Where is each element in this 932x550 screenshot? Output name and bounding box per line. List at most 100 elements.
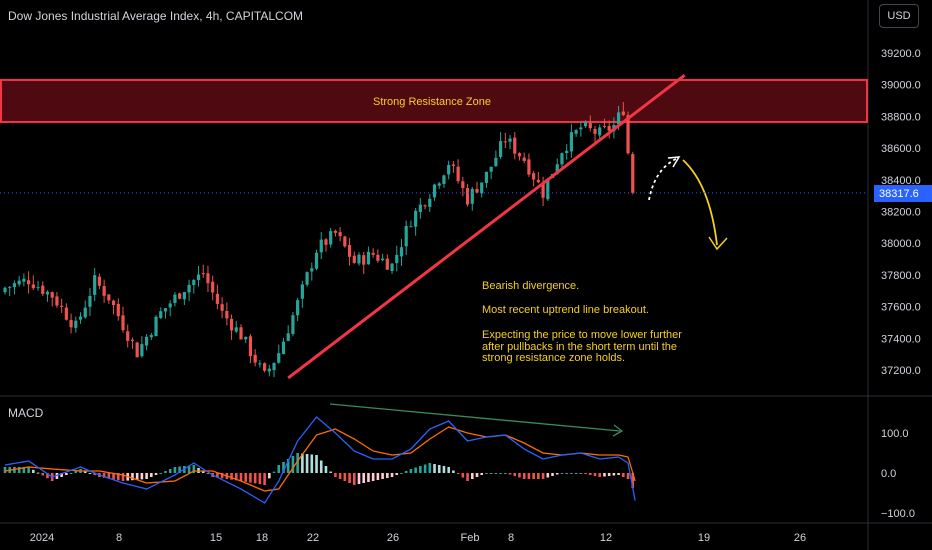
macd-histogram-bar xyxy=(187,465,191,473)
macd-histogram-bar xyxy=(423,464,427,473)
time-tick-label: 22 xyxy=(307,532,319,544)
candle-body xyxy=(305,272,309,285)
macd-tick-label: 100.0 xyxy=(881,428,909,440)
macd-histogram-bar xyxy=(41,473,45,476)
macd-histogram-bar xyxy=(485,473,488,474)
macd-histogram-bar xyxy=(116,473,120,481)
macd-histogram-bar xyxy=(617,473,620,475)
macd-histogram-bar xyxy=(588,473,592,475)
macd-histogram-bar xyxy=(253,473,257,484)
candle-body xyxy=(555,164,559,174)
candle-body xyxy=(173,294,177,304)
candle-body xyxy=(362,255,366,265)
macd-histogram-bar xyxy=(376,473,380,480)
candle-body xyxy=(211,281,215,293)
candle-body xyxy=(494,157,498,167)
macd-histogram-bar xyxy=(522,473,526,479)
macd-histogram-bar xyxy=(527,473,531,479)
macd-histogram-bar xyxy=(216,473,219,478)
resistance-zone-label: Strong Resistance Zone xyxy=(373,96,492,108)
macd-histogram-bar xyxy=(168,469,172,473)
time-tick-label: 15 xyxy=(210,532,222,544)
macd-tick-label: −100.0 xyxy=(881,508,915,520)
macd-histogram-bar xyxy=(381,473,384,479)
candle-body xyxy=(451,164,455,166)
macd-histogram-bar xyxy=(504,473,507,474)
candle-body xyxy=(55,296,59,306)
candle-body xyxy=(27,280,31,285)
candle-body xyxy=(470,188,474,204)
candle-body xyxy=(381,258,385,261)
note-trendline-breakout: Most recent uptrend line breakout. xyxy=(482,304,649,316)
macd-histogram-bar xyxy=(55,473,59,479)
candle-body xyxy=(45,291,50,295)
candle-body xyxy=(333,230,337,233)
macd-histogram-bar xyxy=(145,473,148,479)
resistance-zone xyxy=(0,78,868,123)
macd-histogram-bar xyxy=(192,465,196,473)
candle-body xyxy=(300,284,304,299)
macd-histogram-bar xyxy=(404,471,408,473)
currency-button[interactable]: USD xyxy=(879,4,919,28)
candle-body xyxy=(343,236,347,247)
candle-body xyxy=(602,125,607,127)
time-tick-label: 8 xyxy=(116,532,122,544)
candle-body xyxy=(503,141,507,143)
candle-body xyxy=(272,362,276,371)
candle-body xyxy=(263,363,267,371)
candle-body xyxy=(541,183,545,198)
price-tick-label: 37200.0 xyxy=(881,365,921,377)
macd-histogram-bar xyxy=(17,467,21,473)
macd-histogram-bar xyxy=(470,473,474,479)
candle-body xyxy=(319,239,323,253)
time-tick-label: 8 xyxy=(508,532,514,544)
macd-histogram-bar xyxy=(367,473,370,482)
candle-body xyxy=(423,205,427,207)
time-tick-label: 18 xyxy=(256,532,268,544)
macd-histogram-bar xyxy=(131,473,134,481)
macd-histogram-bar xyxy=(305,454,309,473)
macd-histogram-bar xyxy=(27,467,30,473)
candle-body xyxy=(267,368,271,372)
candle-body xyxy=(536,179,540,183)
macd-histogram-bar xyxy=(475,473,479,477)
macd-histogram-bar xyxy=(352,473,356,485)
candle-body xyxy=(116,303,120,317)
time-tick-label: Feb xyxy=(461,532,480,544)
macd-histogram-bar xyxy=(88,473,92,474)
macd-histogram-bar xyxy=(560,473,564,474)
macd-histogram-bar xyxy=(607,473,611,476)
macd-histogram-bar xyxy=(69,473,73,474)
macd-histogram-bar xyxy=(319,460,323,473)
candle-body xyxy=(631,154,635,193)
macd-histogram-bar xyxy=(541,473,545,479)
candle-body xyxy=(220,304,224,311)
candle-body xyxy=(69,319,73,328)
macd-histogram-bar xyxy=(343,473,347,481)
divergence-arrowhead xyxy=(612,424,624,437)
macd-histogram-bar xyxy=(83,471,87,473)
macd-histogram-bar xyxy=(178,466,181,473)
macd-histogram-bar xyxy=(400,473,403,474)
candle-body xyxy=(447,165,451,175)
candle-body xyxy=(569,132,573,152)
candle-body xyxy=(41,285,45,294)
macd-histogram-bar xyxy=(612,473,616,476)
pullback-arrow xyxy=(648,157,679,201)
macd-histogram-bar xyxy=(36,472,40,474)
candle-body xyxy=(286,333,290,341)
candle-body xyxy=(409,226,413,228)
macd-histogram-bar xyxy=(447,467,450,473)
candle-body xyxy=(390,263,394,272)
candle-body xyxy=(598,127,602,136)
macd-histogram-bar xyxy=(626,473,630,479)
candle-body xyxy=(78,316,83,320)
macd-histogram-bar xyxy=(65,473,68,475)
macd-histogram-bar xyxy=(593,473,597,476)
macd-histogram-bar xyxy=(315,455,318,473)
macd-histogram-bar xyxy=(499,473,502,474)
candle-body xyxy=(239,327,243,340)
candle-body xyxy=(31,284,35,289)
candle-body xyxy=(385,258,389,270)
